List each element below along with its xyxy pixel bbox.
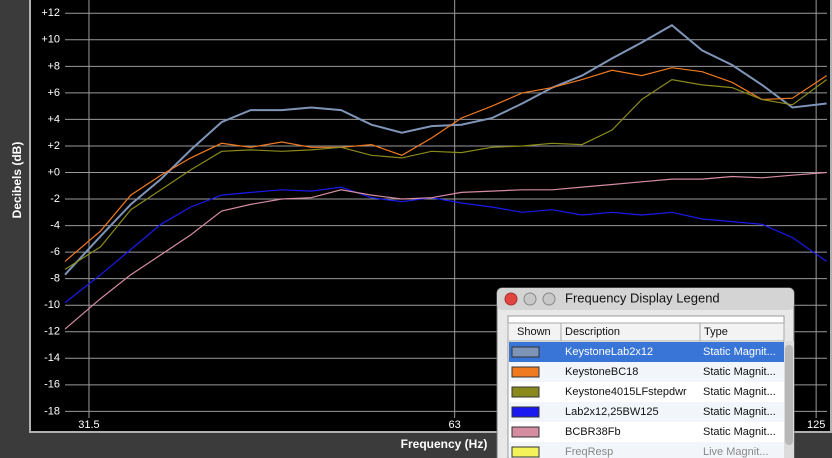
legend-label: BCBR38Fb: [565, 426, 621, 438]
legend-row[interactable]: [509, 422, 784, 442]
legend-row[interactable]: [509, 402, 784, 422]
legend-type: Live Magnit...: [703, 446, 768, 458]
legend-row[interactable]: [509, 382, 784, 402]
legend-type: Static Magnit...: [703, 426, 776, 438]
legend-row[interactable]: [509, 362, 784, 382]
y-tick-label: -14: [44, 352, 60, 364]
plot-lines: [64, 23, 827, 330]
y-tick-label: +10: [41, 34, 60, 46]
series-line: [64, 23, 827, 276]
legend-label: Keystone4015LFstepdwr: [565, 386, 687, 398]
y-tick-label: +8: [47, 60, 60, 72]
legend-swatch[interactable]: [511, 406, 540, 418]
legend-swatch[interactable]: [511, 426, 540, 438]
x-axis-title: Frequency (Hz): [401, 437, 488, 451]
legend-label: KeystoneBC18: [565, 366, 638, 378]
column-header[interactable]: Shown: [517, 326, 551, 338]
legend-swatch[interactable]: [511, 346, 540, 358]
y-tick-label: -10: [44, 299, 60, 311]
y-tick-label: +0: [47, 166, 60, 178]
series-line: [64, 67, 827, 262]
table-header: [507, 322, 785, 342]
y-tick-label: +12: [41, 7, 60, 19]
y-tick-label: +6: [47, 87, 60, 99]
y-tick-label: -18: [44, 405, 60, 417]
column-header[interactable]: Type: [704, 326, 728, 338]
y-tick-label: -8: [50, 273, 60, 285]
y-tick-label: -6: [50, 246, 60, 258]
series-line: [64, 186, 827, 304]
legend-label: FreqResp: [565, 446, 613, 458]
y-tick-label: -12: [44, 326, 60, 338]
y-tick-label: -4: [50, 219, 60, 231]
legend-swatch[interactable]: [511, 366, 540, 378]
x-tick-label: 31.5: [78, 419, 99, 431]
legend-type: Static Magnit...: [703, 366, 776, 378]
legend-swatch[interactable]: [511, 446, 540, 458]
series-line: [64, 171, 827, 330]
y-tick-label: -16: [44, 379, 60, 391]
y-axis-title: Decibels (dB): [10, 142, 24, 219]
legend-type: Static Magnit...: [703, 346, 776, 358]
window-title: Frequency Display Legend: [565, 290, 720, 305]
legend-row[interactable]: [509, 442, 784, 458]
legend-label: KeystoneLab2x12: [565, 346, 653, 358]
scroll-thumb[interactable]: [785, 345, 793, 445]
title-bar: [497, 288, 794, 310]
legend-type: Static Magnit...: [703, 386, 776, 398]
y-tick-label: +4: [47, 113, 60, 125]
legend-swatch[interactable]: [511, 386, 540, 398]
series-line: [64, 78, 827, 270]
minimize-button[interactable]: [523, 292, 537, 306]
column-header[interactable]: Description: [565, 326, 620, 338]
y-tick-label: -2: [50, 193, 60, 205]
selected-row[interactable]: [509, 342, 784, 362]
x-tick-label: 125: [807, 419, 825, 431]
x-tick-label: 63: [449, 419, 461, 431]
legend-label: Lab2x12,25BW125: [565, 406, 659, 418]
legend-type: Static Magnit...: [703, 406, 776, 418]
legend-window[interactable]: Frequency Display Legend Shown Descripti…: [496, 287, 795, 458]
zoom-button[interactable]: [542, 292, 556, 306]
y-tick-label: +2: [47, 140, 60, 152]
close-button[interactable]: [504, 292, 518, 306]
